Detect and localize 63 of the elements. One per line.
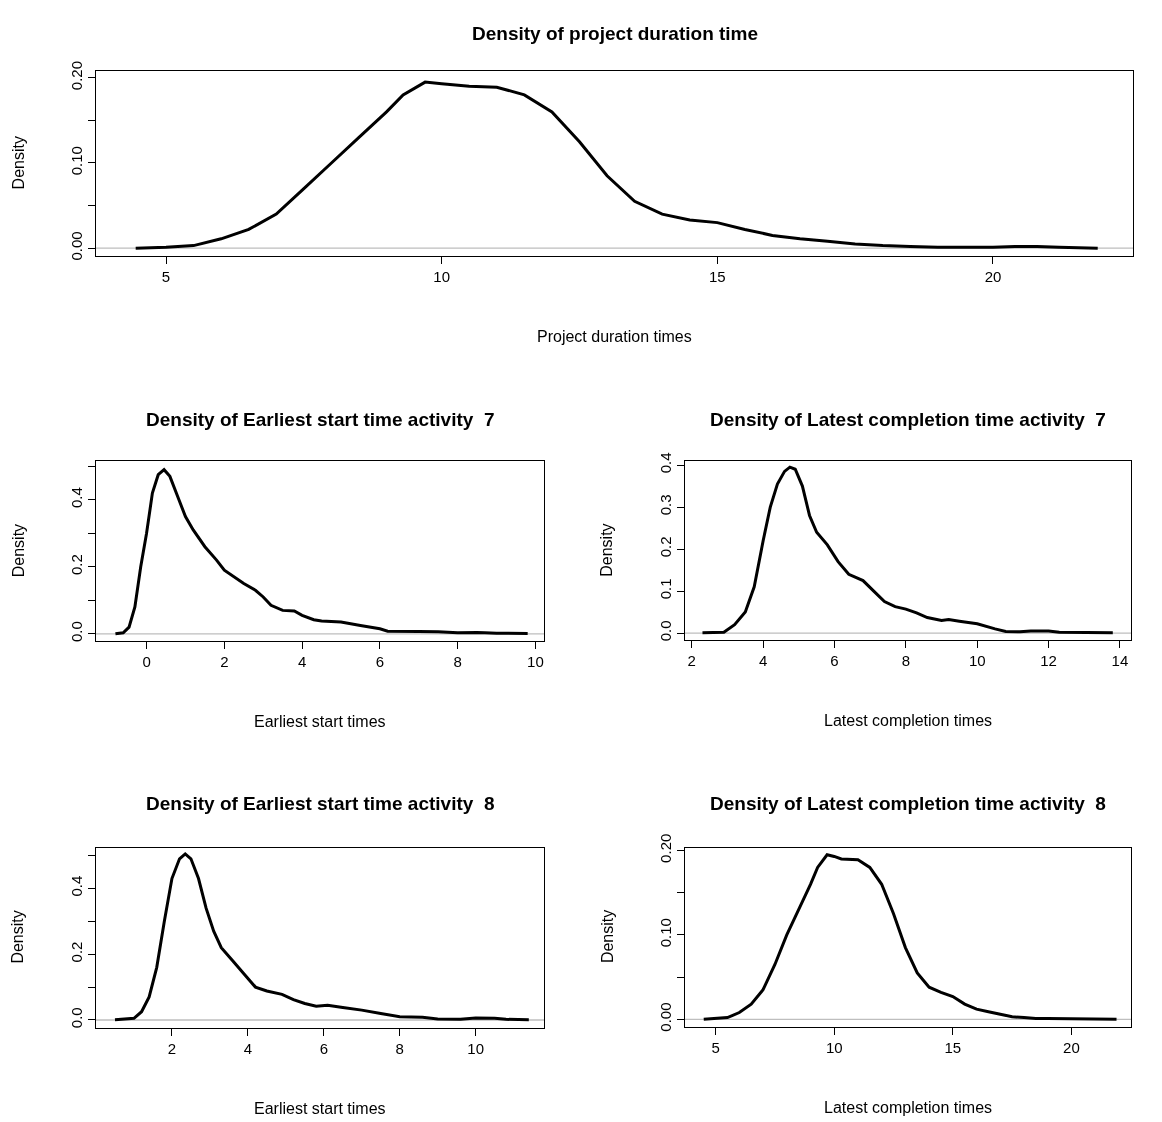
y-axis-title: Density [598, 523, 616, 577]
x-axis-title: Earliest start times [254, 713, 386, 730]
y-tick-label: 0.4 [656, 452, 674, 474]
y-tick-label: 0.20 [656, 833, 674, 863]
x-tick-label: 5 [161, 267, 171, 285]
x-tick-label: 10 [527, 653, 544, 671]
x-tick-label: 5 [711, 1038, 720, 1056]
x-tick-label: 20 [1063, 1038, 1080, 1056]
chart-title: Density of project duration time [472, 23, 759, 44]
line-series [702, 853, 1119, 1021]
y-axis-title: Density [9, 910, 27, 964]
x-tick-label: 0 [142, 653, 151, 671]
y-axis-title: Density [9, 136, 27, 190]
y-tick-label: 0.00 [656, 1002, 674, 1032]
x-tick-label: 10 [968, 652, 986, 670]
y-tick-label: 0.2 [656, 536, 674, 558]
x-tick-label: 14 [1111, 652, 1129, 670]
y-tick-label: 0.2 [67, 554, 85, 575]
x-tick-label: 12 [1040, 652, 1057, 670]
y-tick-label: 0.1 [656, 578, 674, 600]
line-series [134, 80, 1100, 250]
y-tick-label: 0.4 [67, 487, 85, 508]
x-tick-label: 6 [375, 653, 385, 671]
x-tick-label: 2 [220, 653, 229, 671]
x-tick-label: 10 [467, 1039, 484, 1057]
chart-title: Density of Earliest start time activity 7 [146, 409, 495, 430]
x-tick-label: 8 [395, 1039, 404, 1057]
y-axis-title: Density [598, 909, 616, 964]
chart-title: Density of Earliest start time activity 8 [146, 793, 495, 814]
x-tick-label: 4 [758, 652, 768, 670]
x-tick-label: 10 [825, 1038, 843, 1056]
y-tick-label: 0.3 [656, 494, 674, 516]
y-tick-label: 0.0 [67, 1007, 85, 1029]
y-tick-label: 0.0 [656, 620, 674, 642]
line-series [700, 465, 1115, 635]
y-tick-label: 0.2 [67, 941, 85, 963]
x-tick-label: 10 [433, 267, 451, 285]
x-tick-label: 8 [901, 652, 911, 670]
line-series [113, 468, 530, 636]
chart-title: Density of Latest completion time activity 8 [710, 793, 1106, 814]
x-tick-label: 8 [453, 653, 462, 671]
y-tick-label: 0.0 [67, 621, 85, 642]
y-axis-title: Density [9, 523, 27, 578]
x-tick-label: 15 [944, 1038, 962, 1056]
x-tick-label: 15 [708, 267, 726, 285]
y-tick-label: 0.10 [656, 918, 674, 948]
x-axis-title: Latest completion times [824, 712, 993, 729]
line-series [113, 852, 531, 1022]
x-tick-label: 4 [243, 1039, 253, 1057]
x-axis-title: Latest completion times [824, 1099, 993, 1116]
x-tick-label: 2 [167, 1039, 177, 1057]
y-tick-label: 0.00 [67, 231, 85, 261]
chart-title: Density of Latest completion time activity 7 [710, 409, 1106, 430]
x-tick-label: 6 [830, 652, 839, 670]
x-tick-label: 2 [687, 652, 696, 670]
y-tick-label: 0.20 [67, 60, 85, 91]
x-tick-label: 4 [297, 653, 307, 671]
x-tick-label: 6 [319, 1039, 328, 1057]
x-tick-label: 20 [984, 267, 1002, 285]
y-tick-label: 0.4 [67, 875, 85, 897]
x-axis-title: Project duration times [537, 328, 692, 345]
x-axis-title: Earliest start times [254, 1100, 386, 1117]
y-tick-label: 0.10 [67, 146, 85, 176]
